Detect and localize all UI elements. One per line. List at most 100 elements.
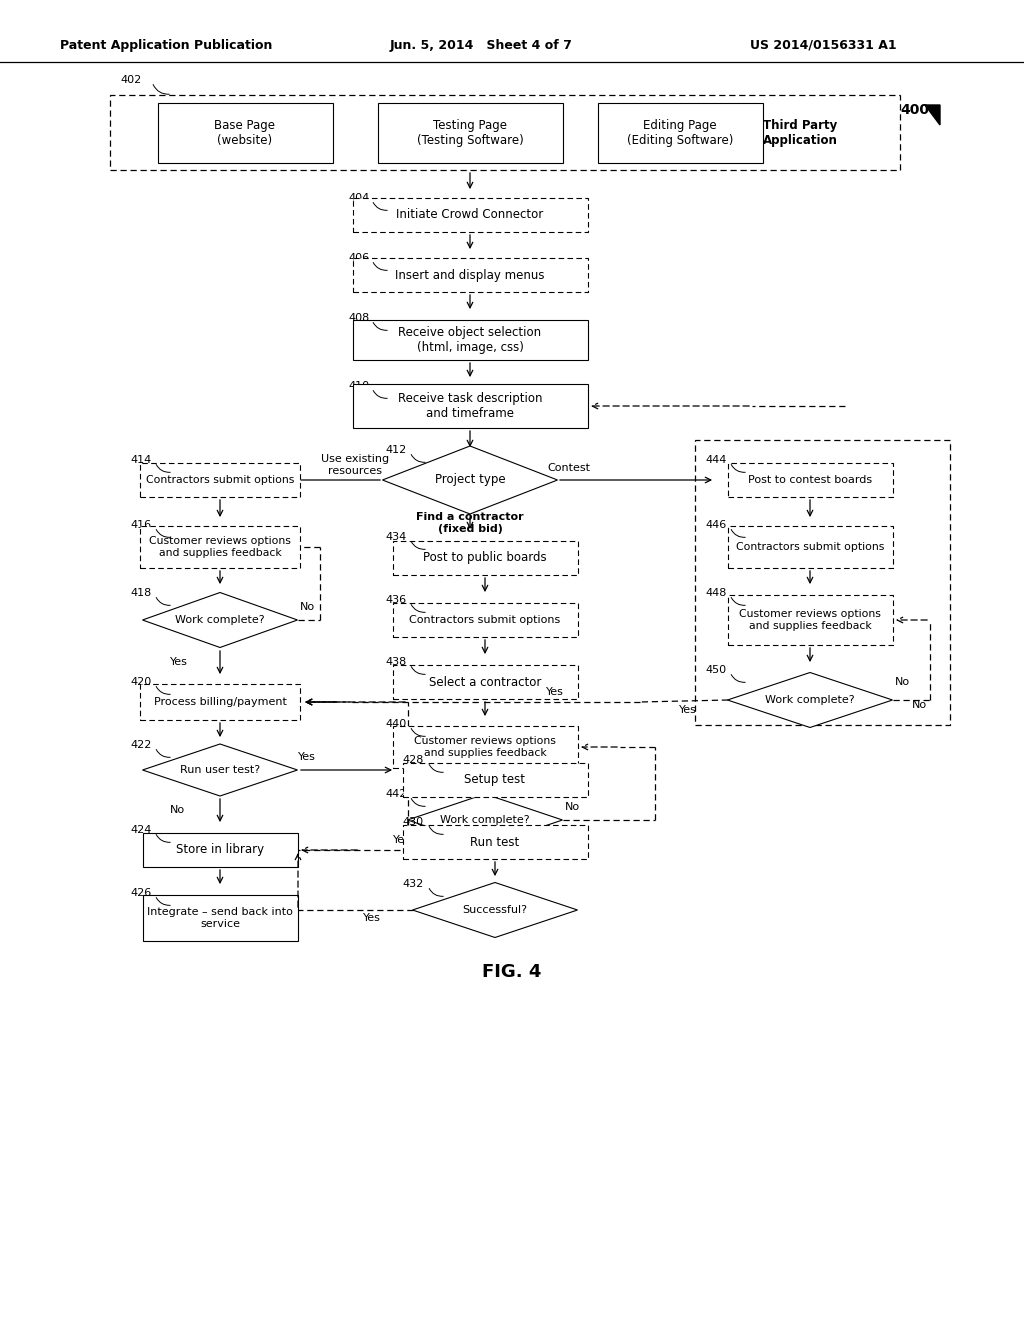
Text: 446: 446 bbox=[705, 520, 726, 531]
FancyBboxPatch shape bbox=[142, 895, 298, 941]
Text: 450: 450 bbox=[705, 665, 726, 675]
Text: 418: 418 bbox=[130, 587, 152, 598]
Text: Yes: Yes bbox=[362, 913, 381, 923]
FancyBboxPatch shape bbox=[727, 525, 893, 568]
Text: Initiate Crowd Connector: Initiate Crowd Connector bbox=[396, 209, 544, 222]
FancyBboxPatch shape bbox=[727, 595, 893, 645]
Text: 430: 430 bbox=[402, 817, 423, 828]
Text: Third Party
Application: Third Party Application bbox=[763, 119, 838, 147]
Polygon shape bbox=[413, 883, 578, 937]
Text: Contest: Contest bbox=[547, 463, 590, 473]
Text: Run user test?: Run user test? bbox=[180, 766, 260, 775]
Text: No: No bbox=[170, 805, 185, 814]
FancyBboxPatch shape bbox=[140, 684, 300, 719]
Text: Contractors submit options: Contractors submit options bbox=[736, 543, 884, 552]
Text: Patent Application Publication: Patent Application Publication bbox=[60, 38, 272, 51]
Text: Run test: Run test bbox=[470, 836, 519, 849]
Text: No: No bbox=[565, 803, 581, 812]
FancyBboxPatch shape bbox=[597, 103, 763, 162]
Text: 436: 436 bbox=[385, 595, 407, 605]
Text: Testing Page
(Testing Software): Testing Page (Testing Software) bbox=[417, 119, 523, 147]
Polygon shape bbox=[383, 446, 557, 513]
Text: 420: 420 bbox=[130, 677, 152, 686]
Text: Successful?: Successful? bbox=[463, 906, 527, 915]
FancyBboxPatch shape bbox=[378, 103, 562, 162]
Text: Setup test: Setup test bbox=[465, 774, 525, 787]
Text: Yes: Yes bbox=[393, 836, 411, 845]
FancyBboxPatch shape bbox=[352, 257, 588, 292]
FancyBboxPatch shape bbox=[142, 833, 298, 867]
Text: Find a contractor
(fixed bid): Find a contractor (fixed bid) bbox=[416, 512, 524, 533]
Text: No: No bbox=[300, 602, 315, 612]
Text: Work complete?: Work complete? bbox=[175, 615, 265, 624]
Text: Yes: Yes bbox=[546, 686, 564, 697]
Text: Yes: Yes bbox=[298, 752, 315, 762]
Text: 438: 438 bbox=[385, 657, 407, 667]
Text: 442: 442 bbox=[385, 789, 407, 799]
Text: Store in library: Store in library bbox=[176, 843, 264, 857]
Text: 414: 414 bbox=[130, 455, 152, 465]
Text: 426: 426 bbox=[130, 888, 152, 898]
Text: Yes: Yes bbox=[170, 657, 187, 667]
Text: 412: 412 bbox=[385, 445, 407, 455]
Text: Contractors submit options: Contractors submit options bbox=[145, 475, 294, 484]
Text: 402: 402 bbox=[120, 75, 141, 84]
FancyBboxPatch shape bbox=[158, 103, 333, 162]
FancyBboxPatch shape bbox=[402, 825, 588, 859]
Text: 416: 416 bbox=[130, 520, 152, 531]
FancyBboxPatch shape bbox=[140, 525, 300, 568]
Text: Receive task description
and timeframe: Receive task description and timeframe bbox=[397, 392, 543, 420]
Text: Customer reviews options
and supplies feedback: Customer reviews options and supplies fe… bbox=[414, 737, 556, 758]
Text: Project type: Project type bbox=[434, 474, 505, 487]
FancyBboxPatch shape bbox=[140, 463, 300, 498]
Text: Post to contest boards: Post to contest boards bbox=[748, 475, 872, 484]
Text: 400: 400 bbox=[900, 103, 929, 117]
Text: 422: 422 bbox=[130, 741, 152, 750]
Text: Editing Page
(Editing Software): Editing Page (Editing Software) bbox=[627, 119, 733, 147]
Polygon shape bbox=[925, 106, 940, 125]
Polygon shape bbox=[727, 672, 893, 727]
FancyBboxPatch shape bbox=[402, 763, 588, 797]
Text: 440: 440 bbox=[385, 719, 407, 729]
Text: Integrate – send back into
service: Integrate – send back into service bbox=[147, 907, 293, 929]
Text: 404: 404 bbox=[348, 193, 370, 203]
FancyBboxPatch shape bbox=[392, 726, 578, 768]
Text: Customer reviews options
and supplies feedback: Customer reviews options and supplies fe… bbox=[739, 610, 881, 631]
Polygon shape bbox=[408, 795, 562, 846]
Text: Contractors submit options: Contractors submit options bbox=[410, 615, 560, 624]
Text: 432: 432 bbox=[402, 879, 423, 888]
Text: 434: 434 bbox=[385, 532, 407, 543]
Text: Work complete?: Work complete? bbox=[440, 814, 529, 825]
FancyBboxPatch shape bbox=[352, 319, 588, 360]
FancyBboxPatch shape bbox=[392, 665, 578, 700]
Text: Yes: Yes bbox=[679, 705, 697, 715]
Text: 424: 424 bbox=[130, 825, 152, 836]
Text: No: No bbox=[895, 677, 910, 686]
Text: 448: 448 bbox=[705, 587, 726, 598]
Text: Post to public boards: Post to public boards bbox=[423, 552, 547, 565]
Text: 410: 410 bbox=[348, 381, 369, 391]
Text: 428: 428 bbox=[402, 755, 423, 766]
Text: Select a contractor: Select a contractor bbox=[429, 676, 542, 689]
Text: Jun. 5, 2014   Sheet 4 of 7: Jun. 5, 2014 Sheet 4 of 7 bbox=[390, 38, 572, 51]
Text: Use existing
resources: Use existing resources bbox=[321, 454, 389, 475]
Text: Customer reviews options
and supplies feedback: Customer reviews options and supplies fe… bbox=[150, 536, 291, 558]
FancyBboxPatch shape bbox=[110, 95, 900, 170]
Text: Process billing/payment: Process billing/payment bbox=[154, 697, 287, 708]
FancyBboxPatch shape bbox=[352, 384, 588, 428]
Text: 408: 408 bbox=[348, 313, 370, 323]
Polygon shape bbox=[142, 744, 298, 796]
Text: Base Page
(website): Base Page (website) bbox=[214, 119, 275, 147]
Text: US 2014/0156331 A1: US 2014/0156331 A1 bbox=[750, 38, 897, 51]
Text: Receive object selection
(html, image, css): Receive object selection (html, image, c… bbox=[398, 326, 542, 354]
Text: No: No bbox=[912, 700, 927, 710]
FancyBboxPatch shape bbox=[352, 198, 588, 232]
Text: FIG. 4: FIG. 4 bbox=[482, 964, 542, 981]
Text: Insert and display menus: Insert and display menus bbox=[395, 268, 545, 281]
FancyBboxPatch shape bbox=[392, 603, 578, 638]
FancyBboxPatch shape bbox=[727, 463, 893, 498]
Text: Work complete?: Work complete? bbox=[765, 696, 855, 705]
Polygon shape bbox=[142, 593, 298, 648]
Text: 406: 406 bbox=[348, 253, 369, 263]
Text: 444: 444 bbox=[705, 455, 726, 465]
